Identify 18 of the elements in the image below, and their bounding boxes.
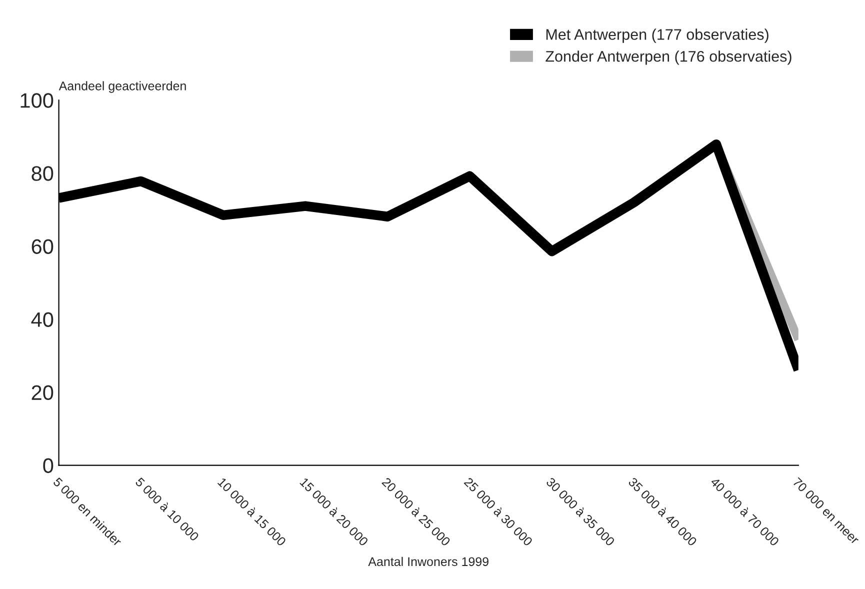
x-tick-label: 5 000 à 10 000: [134, 476, 200, 542]
legend-label: Zonder Antwerpen (176 observaties): [546, 50, 792, 65]
y-tick-label: 60: [32, 239, 54, 254]
y-tick-label: 40: [31, 312, 54, 327]
y-tick-label: 20: [32, 385, 54, 400]
x-tick-label: 25 000 à 30 000: [464, 476, 534, 546]
x-tick-label: 10 000 à 15 000: [217, 476, 287, 546]
y-tick-label: 80: [32, 166, 54, 181]
y-tick-label: 100: [20, 93, 54, 108]
x-tick-label: 40 000 à 70 000: [710, 476, 780, 546]
x-tick-label: 20 000 à 25 000: [381, 476, 452, 546]
x-tick-label: 15 000 à 20 000: [300, 476, 369, 546]
x-axis-title: Aantal Inwoners 1999: [368, 556, 488, 566]
x-tick-label: 35 000 à 40 000: [628, 476, 698, 546]
legend-label: Met Antwerpen (177 observaties): [546, 28, 768, 43]
y-tick-label: 0: [43, 458, 54, 474]
y-axis-title: Aandeel geactiveerden: [58, 81, 186, 93]
x-tick-label: 30 000 à 35 000: [546, 476, 616, 546]
